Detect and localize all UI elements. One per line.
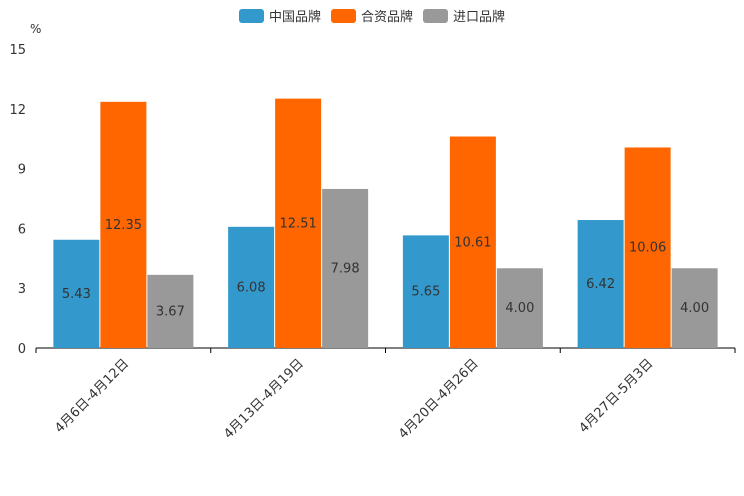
data-label: 7.98 [331,261,360,276]
bar[interactable] [275,98,322,348]
bar[interactable] [228,226,275,348]
data-label: 12.35 [105,218,142,233]
y-tick-label: 15 [9,43,26,58]
legend-label-imported-brand: 进口品牌 [453,10,506,25]
data-label: 4.00 [505,301,534,316]
legend-swatch-joint-venture-brand [330,8,356,23]
x-tick-label: 4月20日-4月26日 [396,356,482,442]
data-label: 4.00 [680,301,709,316]
legend-label-joint-venture-brand: 合资品牌 [360,10,413,25]
bar[interactable] [147,274,194,348]
bar[interactable] [402,235,449,348]
bar[interactable] [577,220,624,348]
y-tick-label: 9 [18,163,26,178]
x-tick-label: 4月13日-4月19日 [221,356,307,442]
bar[interactable] [671,268,718,348]
legend-label-china-brand: 中国品牌 [268,10,321,25]
legend-item-china-brand[interactable]: 中国品牌 [238,6,321,25]
legend-item-joint-venture-brand[interactable]: 合资品牌 [330,6,413,25]
data-label: 6.08 [237,280,266,295]
bar[interactable] [624,147,671,348]
bar[interactable] [322,188,369,348]
data-label: 10.61 [454,235,491,250]
y-tick-label: 6 [18,222,26,237]
legend-swatch-china-brand [238,8,264,23]
data-label: 5.65 [411,285,440,300]
y-tick-label: 3 [18,282,26,297]
bar[interactable] [449,136,496,348]
bar[interactable] [496,268,543,348]
data-label: 12.51 [280,216,317,231]
legend: 中国品牌 合资品牌 进口品牌 [0,6,744,25]
data-label: 6.42 [586,277,615,292]
data-label: 10.06 [629,241,666,256]
plot-area: 0 3 6 9 12 15 5.43 12.35 3.67 4月6日-4月12日 6.08 12.51… [9,43,736,442]
x-tick-label: 4月6日-4月12日 [52,356,132,436]
y-tick-label: 12 [9,103,26,118]
y-axis-unit: % [30,22,41,36]
x-tick-label: 4月27日-5月3日 [577,356,657,436]
data-label: 5.43 [62,287,91,302]
data-label: 3.67 [156,304,185,319]
legend-swatch-imported-brand [423,8,448,23]
bar[interactable] [53,239,100,348]
legend-item-imported-brand[interactable]: 进口品牌 [423,6,505,25]
bar[interactable] [100,101,147,348]
y-tick-label: 0 [18,342,26,357]
